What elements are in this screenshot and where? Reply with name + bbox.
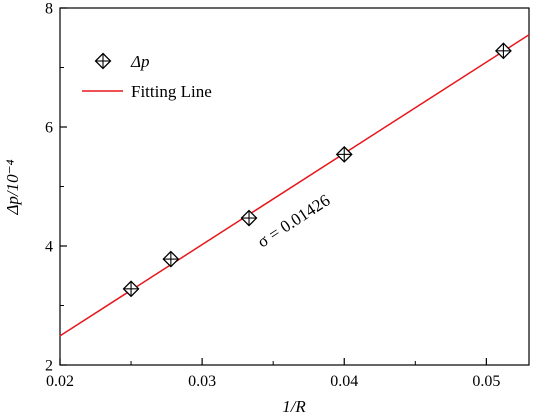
x-axis-title: 1/R <box>282 397 306 416</box>
legend-diamond-icon <box>94 52 112 70</box>
y-axis-title: Δp/10⁻⁴ <box>3 159 22 215</box>
x-tick-label: 0.05 <box>472 373 500 390</box>
data-points-layer <box>122 42 512 298</box>
x-tick-label: 0.04 <box>330 373 358 390</box>
data-point <box>122 280 140 298</box>
y-tick-label: 6 <box>45 120 53 137</box>
y-axis-ticks: 2 4 6 8 <box>45 1 67 375</box>
data-point <box>494 42 512 60</box>
fitting-line-layer <box>59 34 530 337</box>
legend-label-fitting-line: Fitting Line <box>131 82 212 101</box>
x-tick-label: 0.02 <box>46 373 74 390</box>
legend-label-dp: Δp <box>130 52 149 71</box>
y-tick-label: 2 <box>45 358 53 375</box>
y-tick-label: 4 <box>45 239 53 256</box>
data-point <box>335 145 353 163</box>
fit-annotation: σ = 0.01426 <box>254 190 334 251</box>
fitting-line <box>59 34 530 337</box>
legend-marker-diamond <box>94 52 112 70</box>
y-tick-label: 8 <box>45 1 53 18</box>
data-point <box>240 209 258 227</box>
legend: Δp Fitting Line <box>82 52 212 101</box>
x-tick-label: 0.03 <box>188 373 216 390</box>
data-point <box>162 250 180 268</box>
x-axis-ticks: 0.02 0.03 0.04 0.05 <box>46 358 500 390</box>
